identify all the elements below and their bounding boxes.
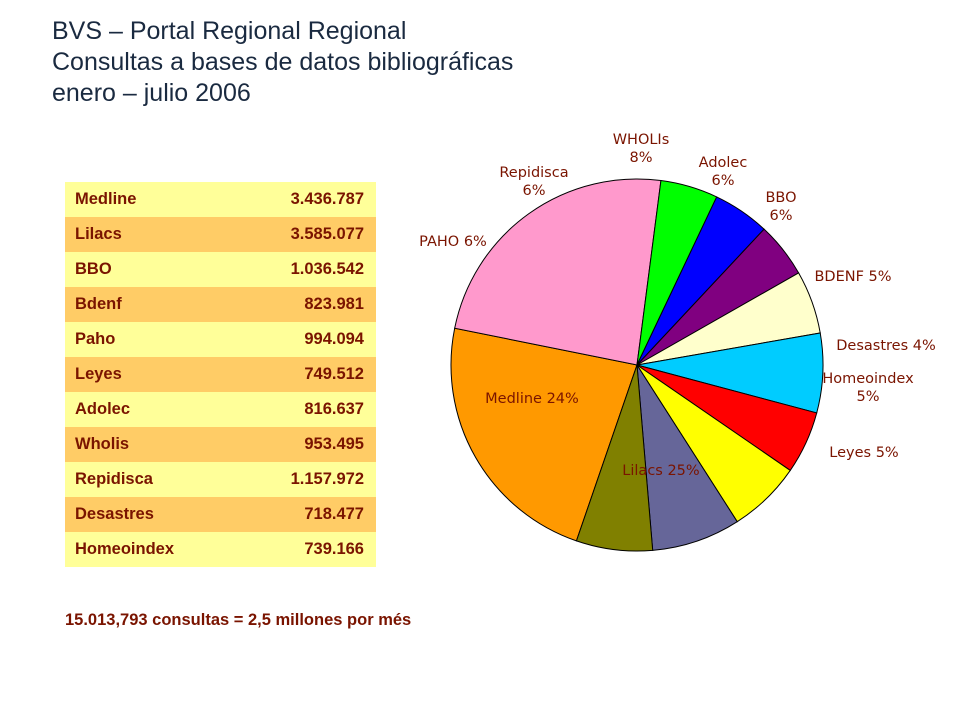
query-count: 816.637 xyxy=(304,400,364,418)
slice-label-line: WHOLIs xyxy=(613,132,670,148)
database-table: Medline 3.436.787 Lilacs 3.585.077 BBO 1.036.… xyxy=(65,182,376,567)
database-name: Lilacs xyxy=(75,225,122,243)
slice-label-line: BBO xyxy=(765,190,796,206)
slice-label-line: 8% xyxy=(629,150,652,166)
query-count: 1.036.542 xyxy=(290,260,364,278)
query-count: 3.436.787 xyxy=(290,190,364,208)
query-count: 823.981 xyxy=(304,295,364,313)
slice-label-line: 6% xyxy=(711,173,734,189)
slice-label-line: 5% xyxy=(856,389,879,405)
slice-label-bbo: BBO 6% xyxy=(765,190,796,224)
slice-label-line: 6% xyxy=(769,208,792,224)
database-name: Bdenf xyxy=(75,295,122,313)
slice-label-adolec: Adolec 6% xyxy=(699,155,748,189)
pie-slice-paho xyxy=(575,364,654,552)
slice-label-paho: PAHO 6% xyxy=(419,234,487,250)
slice-label-line: Lilacs 25% xyxy=(622,463,699,479)
table-row: Leyes 749.512 xyxy=(65,357,376,392)
slice-label-homeoindex: Homeoindex 5% xyxy=(822,371,914,405)
table-row: Lilacs 3.585.077 xyxy=(65,217,376,252)
database-name: Adolec xyxy=(75,400,131,418)
slice-label-leyes: Leyes 5% xyxy=(829,445,898,461)
query-count: 3.585.077 xyxy=(290,225,364,243)
table-row: BBO 1.036.542 xyxy=(65,252,376,287)
database-name: Repidisca xyxy=(75,470,153,488)
slice-label-line: BDENF 5% xyxy=(814,269,891,285)
query-count: 718.477 xyxy=(304,505,364,523)
slice-label-line: Adolec xyxy=(699,155,748,171)
slice-label-bdenf: BDENF 5% xyxy=(814,269,891,285)
query-count: 739.166 xyxy=(304,540,364,558)
slice-label-line: Repidisca xyxy=(499,165,568,181)
database-name: Homeoindex xyxy=(75,540,175,558)
query-count: 953.495 xyxy=(304,435,364,453)
database-name: Leyes xyxy=(75,365,122,383)
slice-label-repidisca: Repidisca 6% xyxy=(499,165,568,199)
slice-label-medline: Medline 24% xyxy=(485,391,579,407)
database-name: Desastres xyxy=(75,505,154,523)
pie-slice-lilacs xyxy=(454,178,662,366)
pie-slice-medline xyxy=(450,327,638,542)
table-row: Repidisca 1.157.972 xyxy=(65,462,376,497)
slice-label-line: Desastres 4% xyxy=(836,338,936,354)
table-row: Wholis 953.495 xyxy=(65,427,376,462)
slice-label-line: PAHO 6% xyxy=(419,234,487,250)
title-line-1: BVS – Portal Regional Regional xyxy=(52,17,407,45)
query-count: 749.512 xyxy=(304,365,364,383)
database-name: Wholis xyxy=(75,435,130,453)
total-consultations-note: 15.013,793 consultas = 2,5 millones por … xyxy=(65,611,412,629)
table-row: Adolec 816.637 xyxy=(65,392,376,427)
slice-label-desastres: Desastres 4% xyxy=(836,338,936,354)
database-name: Paho xyxy=(75,330,116,348)
database-name: BBO xyxy=(75,260,112,278)
slide-title: BVS – Portal Regional Regional Consultas… xyxy=(52,16,513,109)
title-line-3: enero – julio 2006 xyxy=(52,79,251,107)
slice-label-line: Homeoindex xyxy=(822,371,914,387)
slice-label-line: Leyes 5% xyxy=(829,445,898,461)
title-line-2: Consultas a bases de datos bibliográfica… xyxy=(52,48,514,76)
query-count: 1.157.972 xyxy=(290,470,364,488)
slice-label-line: Medline 24% xyxy=(485,391,579,407)
table-row: Medline 3.436.787 xyxy=(65,182,376,217)
table-row: Homeoindex 739.166 xyxy=(65,532,376,567)
table-row: Paho 994.094 xyxy=(65,322,376,357)
database-name: Medline xyxy=(75,190,137,208)
table-row: Bdenf 823.981 xyxy=(65,287,376,322)
slice-label-wholis: WHOLIs 8% xyxy=(613,132,670,166)
table-row: Desastres 718.477 xyxy=(65,497,376,532)
slice-label-line: 6% xyxy=(522,183,545,199)
slice-label-lilacs: Lilacs 25% xyxy=(622,463,699,479)
query-count: 994.094 xyxy=(304,330,364,348)
